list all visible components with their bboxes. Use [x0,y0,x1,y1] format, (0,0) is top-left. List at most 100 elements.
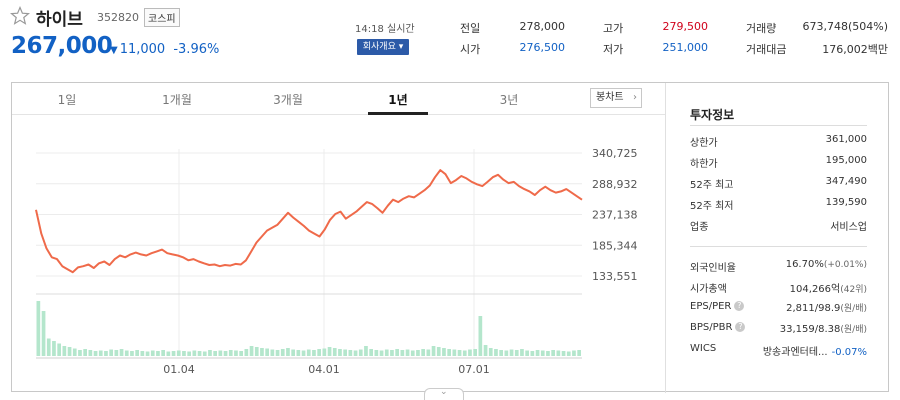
help-icon[interactable]: ? [734,301,745,311]
y-tick-label: 340,725 [592,147,638,160]
volume-bar [457,350,462,356]
volume-bar [525,350,529,356]
info-row: 상한가 361,000 [690,134,867,150]
y-tick-label: 185,344 [592,239,638,252]
volume-bar [223,351,228,356]
chevron-right-icon: › [633,92,637,103]
volume-bar [41,311,46,356]
volume-bar [98,350,103,356]
volume-bar [83,349,87,356]
volume-bar [364,346,368,356]
tab-2[interactable]: 1개월 [162,93,192,107]
volume-bar [468,349,472,356]
period-tabs: 1일 1개월 3개월 1년 3년 [12,83,665,115]
stock-code: 352820 [97,11,139,24]
volume-bar [104,351,108,356]
volume-bar [228,350,233,356]
volume-bar [327,347,332,356]
volume-bar [254,347,259,356]
info-value: 104,266억(42위) [790,280,867,295]
volume-bar [286,348,290,356]
volume-bar [176,350,181,356]
info-value: 139,590 [825,197,867,208]
volume-bar [218,350,223,356]
volume-bar [509,349,514,356]
info-label-text: BPS/PBR [690,322,733,333]
volume-bar [301,350,306,356]
tab-5[interactable]: 3년 [499,93,519,107]
volume-bar [88,350,93,356]
volume-bar [416,350,420,356]
volume-bar [208,350,212,356]
y-tick-label: 237,138 [592,209,638,222]
info-row: WICS 방송과엔터테... -0.07% [690,343,867,359]
volume-bar [150,350,155,356]
volume-bar [520,349,524,356]
tab-1[interactable]: 1일 [57,93,77,107]
volume-bar [270,349,275,356]
info-label: 상한가 [690,138,718,149]
volume-bar [421,349,425,356]
info-row: 업종 서비스업 [690,218,867,234]
volume-bar [93,351,98,356]
volume-bar [119,349,124,356]
stock-name: 하이브 [36,10,83,30]
volume-bar [436,347,441,356]
chevron-down-icon: ⌄ [440,387,448,397]
change-percent: -3.96% [173,42,220,57]
volume-bar [410,350,415,356]
help-icon[interactable]: ? [735,322,746,332]
quote-label: 거래대금 [746,43,787,56]
info-label: 52주 최저 [690,201,734,212]
volume-bar [291,349,295,356]
volume-bar [280,349,285,356]
volume-bar [244,349,249,356]
volume-bar [260,348,264,356]
info-value: 347,490 [825,176,867,187]
investment-info-title: 투자정보 [690,108,735,122]
quote-value: 279,500 [662,20,709,33]
info-value-text: 16.70% [785,259,824,270]
volume-bar [161,350,165,356]
info-row: 시가총액 104,266억(42위) [690,280,867,296]
collapse-handle[interactable]: ⌄ [424,387,464,400]
volume-bar [249,346,254,356]
favorite-star-icon[interactable] [10,6,30,26]
price-chart: 340,725 288,932 237,138 185,344 133,551 01.04… [35,147,638,376]
info-value: 서비스업 [830,222,867,233]
volume-bar [473,349,477,356]
info-row: BPS/PBR? 33,159/8.38(원/배) [690,322,867,338]
company-overview-button[interactable]: 회사개요 ▾ [357,39,409,55]
volume-bar [306,349,311,356]
quote-label: 시가 [460,43,481,56]
info-label-text: 외국인비율 [690,263,736,274]
volume-bar [390,350,394,356]
info-value-text: 104,266억 [789,284,841,295]
volume-bar [452,349,457,356]
volume-bar [504,350,509,356]
volume-bar [447,349,451,356]
volume-bar [109,349,113,356]
quote-value: 278,000 [519,20,566,33]
volume-bar [431,346,436,356]
volume-bar [67,347,72,356]
volume-bar [348,350,353,356]
tab-3[interactable]: 3개월 [273,93,303,107]
volume-bar [72,348,77,356]
quote-label: 전일 [460,22,481,35]
info-label: BPS/PBR? [690,322,746,333]
volume-bar [442,348,446,356]
volume-bar [395,349,399,356]
tab-4[interactable]: 1년 [388,93,408,107]
volume-bar [572,350,576,356]
volume-bar [265,348,269,356]
info-value: 2,811/98.9(원/배) [786,301,867,314]
volume-bar [135,350,139,356]
candle-chart-button[interactable]: 봉차트 › [590,88,642,108]
volume-bar [130,351,134,356]
info-value-sub: (원/배) [840,304,867,314]
info-row: EPS/PER? 2,811/98.9(원/배) [690,301,867,317]
current-price: 267,000 [11,33,113,59]
info-value: 33,159/8.38(원/배) [780,322,867,335]
volume-bar [332,348,337,356]
